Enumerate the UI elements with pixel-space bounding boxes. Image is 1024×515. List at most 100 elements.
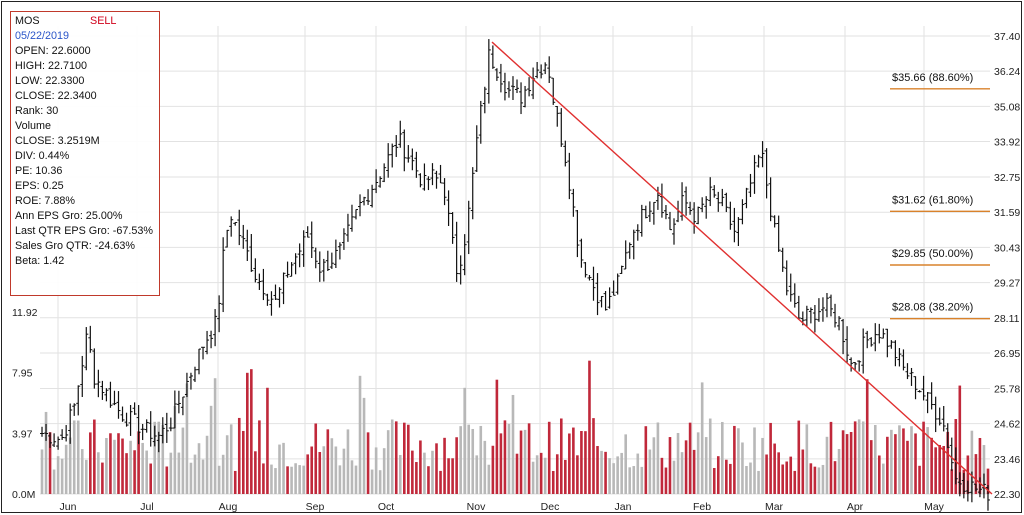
volume-bar <box>580 431 583 494</box>
volume-bar <box>914 433 917 494</box>
fib-label: $35.66 (88.60%) <box>892 72 973 84</box>
volume-bar <box>161 424 165 494</box>
volume-bar <box>427 466 430 494</box>
volume-bar <box>970 430 974 494</box>
volume-bar <box>946 431 950 494</box>
month-label: Feb <box>693 501 711 513</box>
volume-bar <box>250 369 253 494</box>
volume-bar <box>865 379 869 494</box>
volume-bar <box>531 461 535 494</box>
volume-bar <box>950 469 954 494</box>
volume-bar <box>696 432 700 494</box>
volume-bar <box>539 452 543 494</box>
volume-bar <box>511 394 515 494</box>
volume-bar <box>769 422 772 494</box>
volume-bars <box>40 360 990 494</box>
volume-bar <box>177 452 181 494</box>
volume-bar <box>793 470 797 494</box>
price-tick-label: 31.59 <box>994 207 1020 219</box>
volume-bar <box>704 437 708 494</box>
volume-bar <box>105 438 108 494</box>
volume-bar <box>527 423 531 494</box>
volume-bar <box>411 450 414 494</box>
volume-bar <box>415 462 418 494</box>
volume-bar <box>857 419 861 494</box>
volume-bar <box>785 461 789 494</box>
volume-bar <box>648 449 652 494</box>
volume-bar <box>181 427 185 494</box>
info-row: HIGH: 22.7100 <box>15 60 88 72</box>
volume-bar <box>568 433 571 494</box>
volume-bar <box>930 437 933 494</box>
month-label: Sep <box>306 501 325 513</box>
volume-bar <box>543 457 547 494</box>
volume-bar <box>403 422 406 494</box>
volume-bar <box>729 463 732 494</box>
volume-bar <box>584 431 587 494</box>
volume-bar <box>173 406 177 494</box>
trendline <box>491 41 993 495</box>
volume-bar <box>519 430 523 494</box>
volume-bar <box>934 447 937 494</box>
volume-bar <box>386 430 390 494</box>
volume-bar <box>918 465 921 494</box>
volume-bar <box>157 421 161 494</box>
volume-bar <box>765 454 768 494</box>
volume-bar <box>596 446 599 494</box>
volume-bar <box>330 438 334 494</box>
volume-bar <box>922 421 925 494</box>
volume-bar <box>407 424 410 494</box>
volume-bar <box>318 452 322 494</box>
volume-bar <box>741 442 744 494</box>
info-row: EPS: 0.25 <box>15 180 64 192</box>
volume-bar <box>576 455 579 494</box>
price-bars <box>40 39 990 511</box>
volume-bar <box>487 464 491 494</box>
volume-bar <box>592 418 595 494</box>
volume-bar <box>254 451 257 494</box>
volume-bar <box>185 383 189 494</box>
info-row: Ann EPS Gro: 25.00% <box>15 210 123 222</box>
volume-bar <box>656 422 660 494</box>
volume-bar <box>278 444 281 494</box>
price-tick-label: 37.40 <box>994 31 1020 43</box>
volume-bar <box>813 466 817 494</box>
volume-bar <box>423 452 426 494</box>
month-label: Jul <box>140 501 153 513</box>
volume-bar <box>225 435 229 494</box>
volume-bar <box>986 468 990 494</box>
volume-bar <box>564 459 567 494</box>
volume-tick-label: 3.97 <box>12 428 33 440</box>
volume-bar <box>942 445 946 494</box>
month-label: Dec <box>541 501 560 513</box>
signal-badge: SELL <box>90 15 117 27</box>
volume-bar <box>398 454 402 494</box>
price-tick-label: 35.08 <box>994 101 1020 113</box>
volume-bar <box>499 433 503 494</box>
volume-bar <box>217 465 221 494</box>
volume-bar <box>447 458 450 494</box>
volume-bar <box>314 423 318 494</box>
volume-bar <box>479 425 483 494</box>
price-tick-label: 32.75 <box>994 172 1020 184</box>
volume-bar <box>495 379 499 494</box>
volume-bar <box>882 463 885 494</box>
fib-label: $31.62 (61.80%) <box>892 194 973 206</box>
volume-bar <box>463 387 466 494</box>
volume-bar <box>233 470 237 494</box>
month-label: Mar <box>765 501 784 513</box>
price-tick-label: 30.43 <box>994 242 1020 254</box>
volume-bar <box>849 431 853 494</box>
volume-bar <box>298 465 301 494</box>
volume-bar <box>652 437 656 494</box>
volume-tick-label: 0.0M <box>12 489 35 501</box>
volume-bar <box>56 456 60 494</box>
volume-bar <box>290 466 293 494</box>
volume-bar <box>76 420 80 494</box>
volume-bar <box>165 466 169 494</box>
info-row: ROE: 7.88% <box>15 195 76 207</box>
volume-bar <box>48 432 52 494</box>
volume-bar <box>725 459 728 494</box>
volume-bar <box>137 431 140 494</box>
volume-bar <box>825 436 829 494</box>
